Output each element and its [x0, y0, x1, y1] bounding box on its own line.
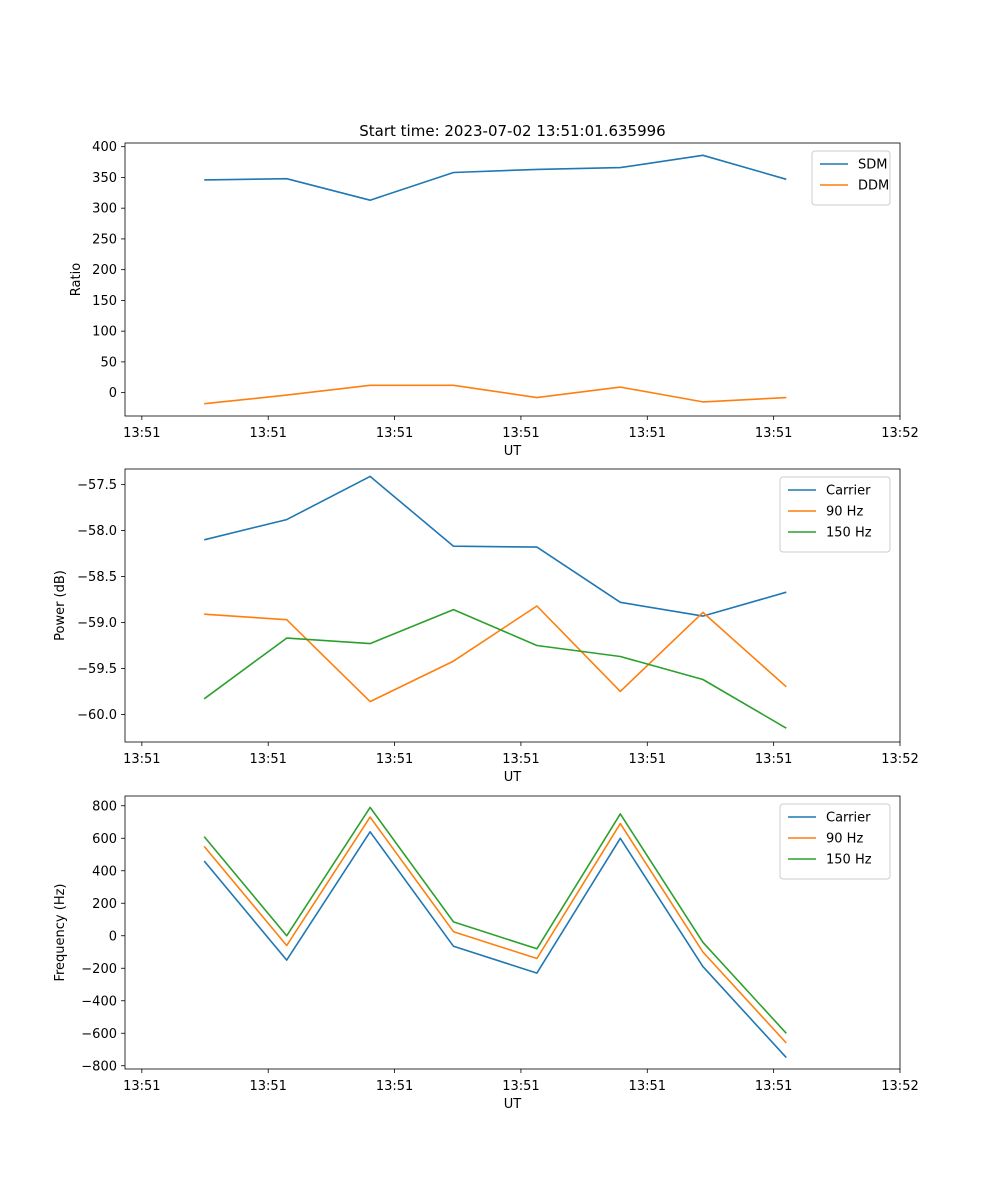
series-line-90-hz — [204, 605, 787, 703]
y-tick-label: 150 — [92, 294, 117, 309]
legend-box — [779, 476, 891, 553]
axes-frame — [124, 795, 901, 1070]
legend: Carrier 90 Hz 150 Hz — [779, 476, 891, 553]
series-line-ddm — [204, 384, 787, 405]
y-tick-label: 350 — [92, 171, 117, 186]
legend-label-150-hz: 150 Hz — [826, 853, 872, 868]
y-tick-label: 0 — [109, 929, 117, 944]
legend-label-150-hz: 150 Hz — [826, 526, 872, 541]
x-tick-label: 13:51 — [123, 1079, 160, 1094]
series-line-90-hz — [203, 816, 787, 1044]
axes-frame — [124, 468, 901, 743]
x-tick-label: 13:51 — [502, 752, 539, 767]
legend-label-carrier: Carrier — [826, 484, 871, 499]
y-tick-label: −400 — [81, 994, 117, 1009]
y-tick-label: 100 — [92, 325, 117, 340]
x-tick-label: 13:51 — [755, 1079, 792, 1094]
y-axis-label: Ratio — [69, 263, 84, 296]
y-tick-label: 600 — [92, 832, 117, 847]
legend-label-sdm: SDM — [858, 158, 887, 173]
x-tick-label: 13:51 — [755, 426, 792, 441]
subplot-2: 13:51 13:51 13:51 13:51 13:51 13:51 13:52 −60.0… — [53, 468, 919, 785]
x-tick-label: 13:51 — [629, 426, 666, 441]
x-tick-label: 13:51 — [249, 1079, 286, 1094]
y-tick-label: 250 — [92, 232, 117, 247]
legend: Carrier 90 Hz 150 Hz — [779, 803, 891, 880]
x-tick-label: 13:51 — [376, 1079, 413, 1094]
y-tick-label: −58.0 — [77, 524, 117, 539]
x-tick-label: 13:52 — [881, 752, 918, 767]
x-tick-label: 13:52 — [881, 426, 918, 441]
x-tick-label: 13:51 — [249, 752, 286, 767]
x-tick-label: 13:51 — [502, 1079, 539, 1094]
axes-frame — [124, 142, 901, 417]
y-tick-label: 50 — [100, 355, 117, 370]
x-tick-label: 13:51 — [502, 426, 539, 441]
y-tick-label: 200 — [92, 263, 117, 278]
x-tick-label: 13:51 — [376, 752, 413, 767]
y-tick-label: −800 — [81, 1059, 117, 1074]
legend-box — [779, 803, 891, 880]
series-line-150-hz — [203, 806, 787, 1034]
series-line-carrier — [203, 830, 787, 1059]
legend-label-90-hz: 90 Hz — [826, 832, 863, 847]
subplot-3: 13:51 13:51 13:51 13:51 13:51 13:51 13:52 −800 −… — [53, 795, 919, 1112]
x-tick-label: 13:51 — [629, 752, 666, 767]
y-tick-label: −57.5 — [77, 478, 117, 493]
x-axis-label: UT — [504, 444, 522, 459]
x-axis-label: UT — [504, 1097, 522, 1112]
y-tick-label: −60.0 — [77, 708, 117, 723]
y-tick-label: 800 — [92, 799, 117, 814]
subplots: 13:51 13:51 13:51 13:51 13:51 13:51 13:52 0 50 10… — [53, 140, 919, 1112]
y-tick-label: −59.5 — [77, 662, 117, 677]
y-axis-label: Power (dB) — [53, 570, 68, 641]
y-tick-label: 0 — [109, 386, 117, 401]
x-tick-label: 13:51 — [376, 426, 413, 441]
series-line-sdm — [204, 154, 787, 201]
x-tick-label: 13:51 — [123, 752, 160, 767]
x-axis-label: UT — [504, 770, 522, 785]
y-tick-label: 300 — [92, 202, 117, 217]
y-axis-label: Frequency (Hz) — [53, 883, 68, 981]
series-line-150-hz — [203, 608, 787, 729]
y-tick-label: 400 — [92, 864, 117, 879]
y-tick-label: −59.0 — [77, 616, 117, 631]
x-tick-label: 13:51 — [629, 1079, 666, 1094]
legend-label-carrier: Carrier — [826, 811, 871, 826]
x-tick-label: 13:51 — [755, 752, 792, 767]
y-tick-label: −58.5 — [77, 570, 117, 585]
y-tick-label: −200 — [81, 962, 117, 977]
figure-title: Start time: 2023-07-02 13:51:01.635996 — [359, 122, 665, 140]
legend-label-90-hz: 90 Hz — [826, 505, 863, 520]
legend: SDM DDM — [811, 150, 891, 206]
series-line-carrier — [204, 475, 787, 617]
x-tick-label: 13:52 — [881, 1079, 918, 1094]
y-tick-label: −600 — [81, 1027, 117, 1042]
legend-label-ddm: DDM — [858, 179, 889, 194]
x-tick-label: 13:51 — [249, 426, 286, 441]
x-tick-label: 13:51 — [123, 426, 160, 441]
y-tick-label: 200 — [92, 897, 117, 912]
subplot-1: 13:51 13:51 13:51 13:51 13:51 13:51 13:52 0 50 10… — [69, 140, 919, 459]
y-tick-label: 400 — [92, 140, 117, 155]
